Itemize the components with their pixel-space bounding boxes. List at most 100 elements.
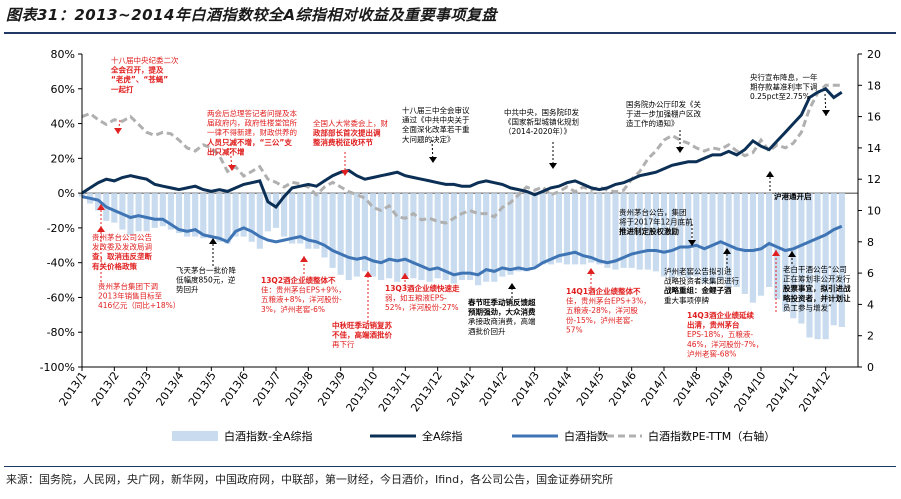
annotation-text: 预期强劲，大众消费 [468, 307, 536, 317]
annotation-arrowhead [723, 248, 731, 254]
annotation-text: 战略重组：金鲤子酒 [664, 285, 732, 295]
annotation-text: 政部部长首次提出调 [313, 128, 381, 138]
diff-bar [668, 193, 676, 279]
diff-bar [660, 193, 668, 277]
y-right-tick-label: 4 [867, 298, 874, 311]
annotation-text: 股票事宜，拟引进战 [783, 283, 851, 293]
annotation-arrowhead [97, 226, 105, 232]
annotation-arrowhead [688, 240, 696, 246]
x-tick-label: 2014/5 [574, 369, 607, 408]
x-tick-label: 2013/10 [344, 369, 381, 414]
annotation-text: 416亿元（同比+18%） [98, 300, 180, 310]
legend-item-all_a: 全A综指 [370, 429, 463, 443]
annotation-text: （2014-2020年）》 [504, 126, 571, 136]
annotation-text: 国务院办公厅印发《关 [626, 99, 701, 109]
annotation-text: 46%，洋河股份-7%， [687, 339, 763, 349]
y-right-tick-label: 0 [867, 361, 874, 374]
diff-bar [507, 193, 514, 275]
annotation-text: 人员只减不增，“三公”支 [207, 137, 292, 147]
diff-bar [418, 193, 425, 281]
all-a-index-line [81, 87, 843, 210]
annotation-text: 不佳，高端酒批价 [332, 330, 392, 340]
annotation-arrowhead [114, 128, 122, 134]
x-tick-label: 2014/12 [796, 369, 833, 414]
chart-svg: -100% -80% -60% -40% -20% 0% 20% 40% 60% 80% 0 2 4 6 8… [40, 48, 881, 443]
diff-bar [426, 193, 433, 282]
y-right-tick-label: 8 [867, 236, 874, 249]
annotation-arrowhead [766, 171, 774, 177]
annotation-text: 佳，贵州茅台EPS+3%， [566, 296, 651, 306]
diff-bar [127, 193, 134, 235]
annotation-text: 有关价格政策 [92, 261, 137, 271]
annotation-text: 推进制定股权激励 [619, 226, 679, 236]
diff-bar [547, 193, 554, 265]
y-right-tick-label: 14 [867, 142, 881, 155]
diff-bar [765, 193, 773, 288]
annotation-arrowhead [401, 273, 409, 279]
annotation-text: 届政府内，政府性楼堂馆所 [207, 118, 297, 128]
diff-bar [410, 193, 417, 279]
diff-bar [701, 193, 708, 284]
annotation-arrowhead [508, 283, 516, 289]
x-tick-label: 2014/4 [542, 369, 575, 408]
annotation-arrowhead [97, 204, 105, 210]
annotation-text: 弱，如五粮液EPS- [385, 293, 447, 303]
diff-bar [588, 193, 595, 263]
diff-bar [709, 193, 716, 284]
diff-bar [822, 193, 829, 340]
y-left-tick-label: 80% [51, 48, 75, 61]
y-left-tick-label: 40% [51, 118, 75, 131]
y-right-tick-label: 16 [867, 111, 881, 124]
annotation-text: 贵州茅台公告，集团 [619, 207, 687, 217]
diff-bar [652, 193, 660, 272]
x-tick-label: 2014/7 [639, 369, 672, 408]
annotation: 13Q2酒企业绩整体不佳：贵州茅台EPS+9%，五粮液+8%，洋河股份-3%，泸… [261, 256, 346, 314]
diff-bar [596, 193, 603, 265]
annotation-text: 低幅度850元，逆 [176, 275, 236, 285]
annotation-arrowhead [209, 238, 217, 244]
annotation-text: 重大事项停牌 [664, 295, 709, 305]
diff-bar [256, 193, 263, 249]
annotation-arrowhead [341, 170, 349, 176]
annotation-text: 酒批价回升 [468, 326, 506, 336]
diff-bar [563, 193, 571, 265]
annotation-text: 14Q1酒企业绩整体不 [566, 286, 641, 296]
diff-bar [167, 193, 175, 230]
x-tick-label: 2013/4 [154, 369, 187, 408]
diff-bar [183, 193, 191, 237]
x-tick-label: 2013/3 [121, 369, 154, 408]
diff-bar [677, 193, 684, 277]
annotation-text: 份-15%，泸州老窖- [566, 315, 633, 325]
diff-bar [313, 193, 320, 249]
diff-bar [386, 193, 393, 279]
annotation-arrowhead [772, 250, 780, 256]
annotation-text: 期存款基准利率下调 [750, 82, 818, 92]
annotation-arrowhead [228, 165, 236, 171]
x-tick-label: 2014/6 [606, 369, 639, 408]
legend-swatch [172, 431, 218, 441]
diff-bar [644, 193, 651, 270]
diff-bar [483, 193, 490, 282]
y-right-tick-label: 18 [867, 79, 881, 92]
annotation-text: 将于2017年12月底前 [619, 217, 693, 227]
diff-bar [757, 193, 765, 296]
diff-bar [604, 193, 611, 268]
diff-bar [159, 193, 166, 227]
annotation-arrowhead [549, 163, 557, 169]
annotation-text: 战略投资者来集团进行 [664, 276, 739, 286]
annotation-text: 中秋旺季动销复苏 [332, 320, 392, 330]
y-right-tick-label: 12 [867, 173, 881, 186]
diff-bar [248, 193, 255, 242]
annotation-text: 五粮液-28%，洋河股 [566, 305, 638, 315]
diff-bar [450, 193, 457, 284]
x-tick-label: 2014/10 [732, 369, 769, 414]
